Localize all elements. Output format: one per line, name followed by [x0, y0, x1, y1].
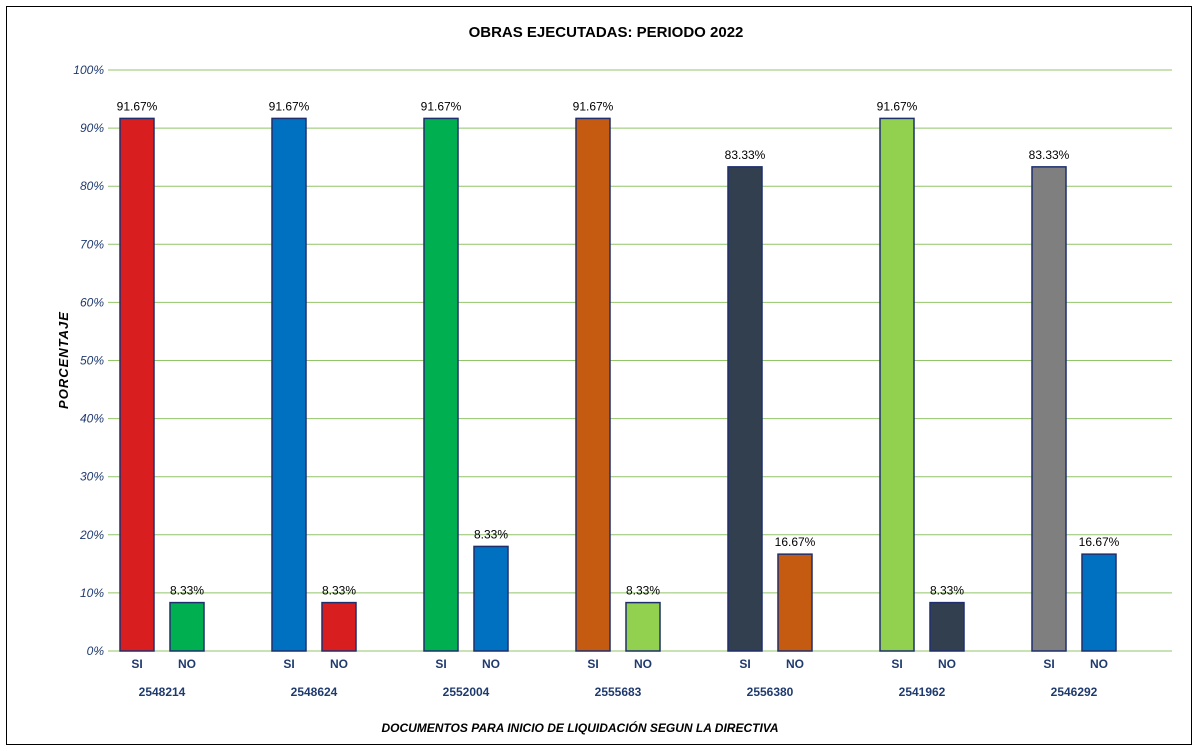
data-label: 8.33% — [170, 584, 204, 598]
bar-group: 91.67% SI 8.33% NO 2541962 — [877, 99, 965, 699]
y-tick-label: 10% — [80, 586, 104, 600]
group-label: 2548624 — [291, 685, 338, 699]
data-label: 91.67% — [877, 99, 918, 113]
y-tick-label: 80% — [80, 179, 104, 193]
data-label: 91.67% — [573, 99, 614, 113]
category-label: SI — [131, 657, 142, 671]
data-label: 8.33% — [626, 584, 660, 598]
category-label: SI — [587, 657, 598, 671]
data-label: 91.67% — [421, 99, 462, 113]
y-axis-ticks: 0% 10% 20% 30% 40% 50% 60% 70% 80% 90% 100% — [73, 63, 104, 658]
group-label: 2552004 — [443, 685, 490, 699]
bar — [169, 601, 205, 652]
bar — [1031, 166, 1067, 652]
data-label: 83.33% — [1029, 148, 1070, 162]
group-label: 2548214 — [139, 685, 186, 699]
bar — [575, 117, 611, 652]
bar — [271, 117, 307, 652]
category-label: NO — [938, 657, 956, 671]
group-label: 2555683 — [595, 685, 642, 699]
category-label: NO — [330, 657, 348, 671]
x-axis-label: DOCUMENTOS PARA INICIO DE LIQUIDACIÓN SE… — [381, 720, 778, 735]
bar — [1081, 553, 1117, 652]
bar-group: 83.33% SI 16.67% NO 2546292 — [1029, 148, 1120, 699]
group-label: 2541962 — [899, 685, 946, 699]
bar-group: 83.33% SI 16.67% NO 2556380 — [725, 148, 816, 699]
data-label: 83.33% — [725, 148, 766, 162]
y-tick-label: 90% — [80, 121, 104, 135]
category-label: NO — [634, 657, 652, 671]
category-label: SI — [891, 657, 902, 671]
y-tick-label: 40% — [80, 412, 104, 426]
y-tick-label: 30% — [80, 470, 104, 484]
y-tick-label: 100% — [73, 63, 104, 77]
data-label: 8.33% — [930, 584, 964, 598]
y-axis-label: PORCENTAJE — [56, 311, 71, 409]
bar — [423, 117, 459, 652]
group-label: 2556380 — [747, 685, 794, 699]
group-label: 2546292 — [1051, 685, 1098, 699]
data-label: 8.33% — [322, 584, 356, 598]
category-label: SI — [283, 657, 294, 671]
category-label: NO — [178, 657, 196, 671]
bar — [625, 601, 661, 652]
chart-title: OBRAS EJECUTADAS: PERIODO 2022 — [469, 24, 744, 41]
category-label: SI — [739, 657, 750, 671]
y-tick-label: 60% — [80, 295, 104, 309]
bar-group: 91.67% SI 8.33% NO 2555683 — [573, 99, 661, 699]
y-tick-label: 70% — [80, 237, 104, 251]
bar — [879, 117, 915, 652]
bar-group: 91.67% SI 8.33% NO 2552004 — [421, 99, 509, 699]
category-label: SI — [1043, 657, 1054, 671]
gridlines — [108, 69, 1172, 652]
category-label: SI — [435, 657, 446, 671]
data-label: 16.67% — [1079, 535, 1120, 549]
category-label: NO — [1090, 657, 1108, 671]
data-label: 16.67% — [775, 535, 816, 549]
bar — [119, 117, 155, 652]
bar — [777, 553, 813, 652]
bar-group: 91.67% SI 8.33% NO 2548624 — [269, 99, 357, 699]
y-tick-label: 20% — [79, 528, 104, 542]
bar — [473, 545, 509, 652]
bars: 91.67% SI 8.33% NO 2548214 91.67% SI 8.33% NO 254… — [117, 99, 1120, 699]
data-label: 91.67% — [269, 99, 310, 113]
data-label: 8.33% — [474, 527, 508, 541]
category-label: NO — [786, 657, 804, 671]
data-label: 91.67% — [117, 99, 158, 113]
y-tick-label: 0% — [87, 644, 105, 658]
category-label: NO — [482, 657, 500, 671]
bar — [929, 601, 965, 652]
bar-group: 91.67% SI 8.33% NO 2548214 — [117, 99, 205, 699]
bar — [727, 166, 763, 652]
bar — [321, 601, 357, 652]
y-tick-label: 50% — [80, 354, 104, 368]
